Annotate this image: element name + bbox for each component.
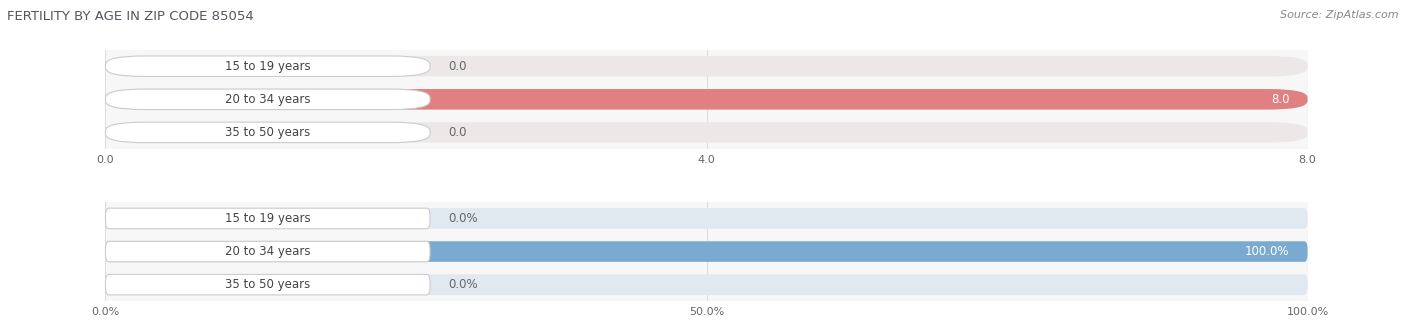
Text: 0.0: 0.0 <box>449 126 467 139</box>
Text: 100.0%: 100.0% <box>1246 245 1289 258</box>
FancyBboxPatch shape <box>105 56 1308 76</box>
Text: 15 to 19 years: 15 to 19 years <box>225 212 311 225</box>
FancyBboxPatch shape <box>105 241 1308 262</box>
Text: 0.0%: 0.0% <box>449 212 478 225</box>
FancyBboxPatch shape <box>105 274 1308 295</box>
FancyBboxPatch shape <box>105 241 430 262</box>
Text: 35 to 50 years: 35 to 50 years <box>225 278 311 291</box>
FancyBboxPatch shape <box>105 56 430 76</box>
Text: FERTILITY BY AGE IN ZIP CODE 85054: FERTILITY BY AGE IN ZIP CODE 85054 <box>7 10 253 23</box>
Text: 15 to 19 years: 15 to 19 years <box>225 60 311 73</box>
Text: 0.0: 0.0 <box>449 60 467 73</box>
FancyBboxPatch shape <box>105 89 1308 110</box>
Text: 0.0%: 0.0% <box>449 278 478 291</box>
FancyBboxPatch shape <box>105 208 1308 229</box>
FancyBboxPatch shape <box>105 89 1308 110</box>
FancyBboxPatch shape <box>105 122 1308 143</box>
FancyBboxPatch shape <box>105 274 430 295</box>
Text: 8.0: 8.0 <box>1271 93 1289 106</box>
FancyBboxPatch shape <box>105 208 430 229</box>
Text: 35 to 50 years: 35 to 50 years <box>225 126 311 139</box>
FancyBboxPatch shape <box>105 122 430 143</box>
Text: 20 to 34 years: 20 to 34 years <box>225 93 311 106</box>
FancyBboxPatch shape <box>105 89 430 110</box>
Text: Source: ZipAtlas.com: Source: ZipAtlas.com <box>1281 10 1399 20</box>
FancyBboxPatch shape <box>105 241 1308 262</box>
Text: 20 to 34 years: 20 to 34 years <box>225 245 311 258</box>
